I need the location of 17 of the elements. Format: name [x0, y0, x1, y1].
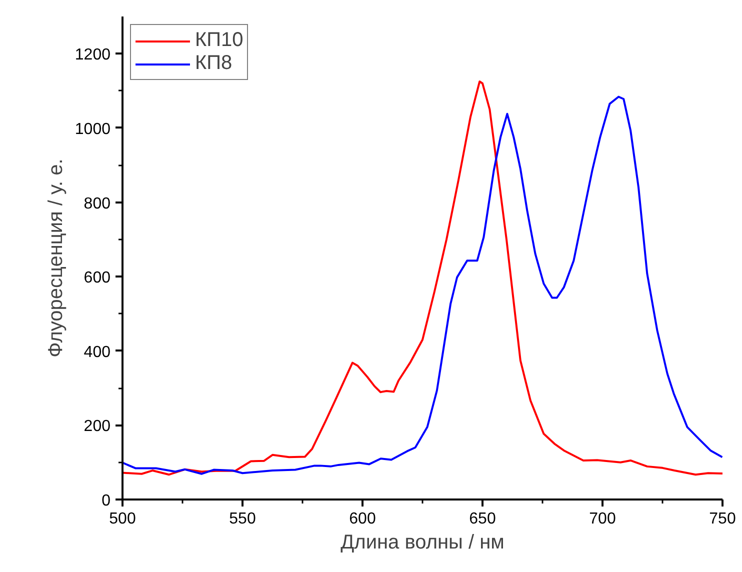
y-axis-title: Флуоресценция / у. е. — [44, 158, 67, 358]
x-axis-title: Длина волны / нм — [340, 532, 504, 554]
y-tick-label: 1000 — [74, 120, 111, 138]
y-tick-label: 400 — [84, 344, 111, 361]
legend-label: КП8 — [195, 52, 232, 75]
y-tick-label: 0 — [102, 492, 111, 510]
y-tick-label: 200 — [84, 418, 111, 436]
x-tick-label: 700 — [589, 510, 616, 528]
x-tick-label: 550 — [229, 510, 256, 528]
x-tick-label: 500 — [109, 510, 136, 528]
y-tick-label: 600 — [84, 270, 111, 287]
x-tick-label: 650 — [469, 510, 496, 528]
x-tick-label: 750 — [709, 510, 736, 528]
x-tick-label: 600 — [349, 510, 376, 528]
legend-label: КП10 — [195, 29, 244, 52]
y-tick-label: 800 — [84, 195, 111, 212]
y-tick-label: 1200 — [74, 46, 111, 64]
